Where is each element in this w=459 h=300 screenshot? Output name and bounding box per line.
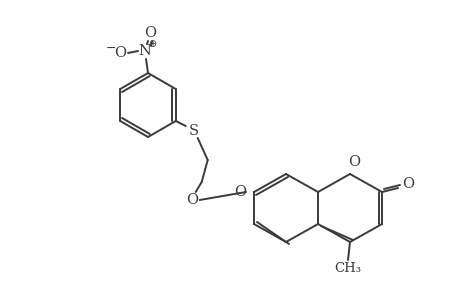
- Text: O: O: [114, 46, 126, 60]
- Text: N: N: [138, 44, 151, 58]
- Text: O: O: [234, 185, 246, 199]
- Text: O: O: [185, 193, 197, 207]
- Text: S: S: [188, 124, 198, 138]
- Text: ⊕: ⊕: [148, 39, 156, 49]
- Text: O: O: [401, 177, 413, 191]
- Text: O: O: [144, 26, 156, 40]
- Text: CH₃: CH₃: [334, 262, 361, 275]
- Text: −: −: [106, 41, 116, 55]
- Text: O: O: [347, 155, 359, 169]
